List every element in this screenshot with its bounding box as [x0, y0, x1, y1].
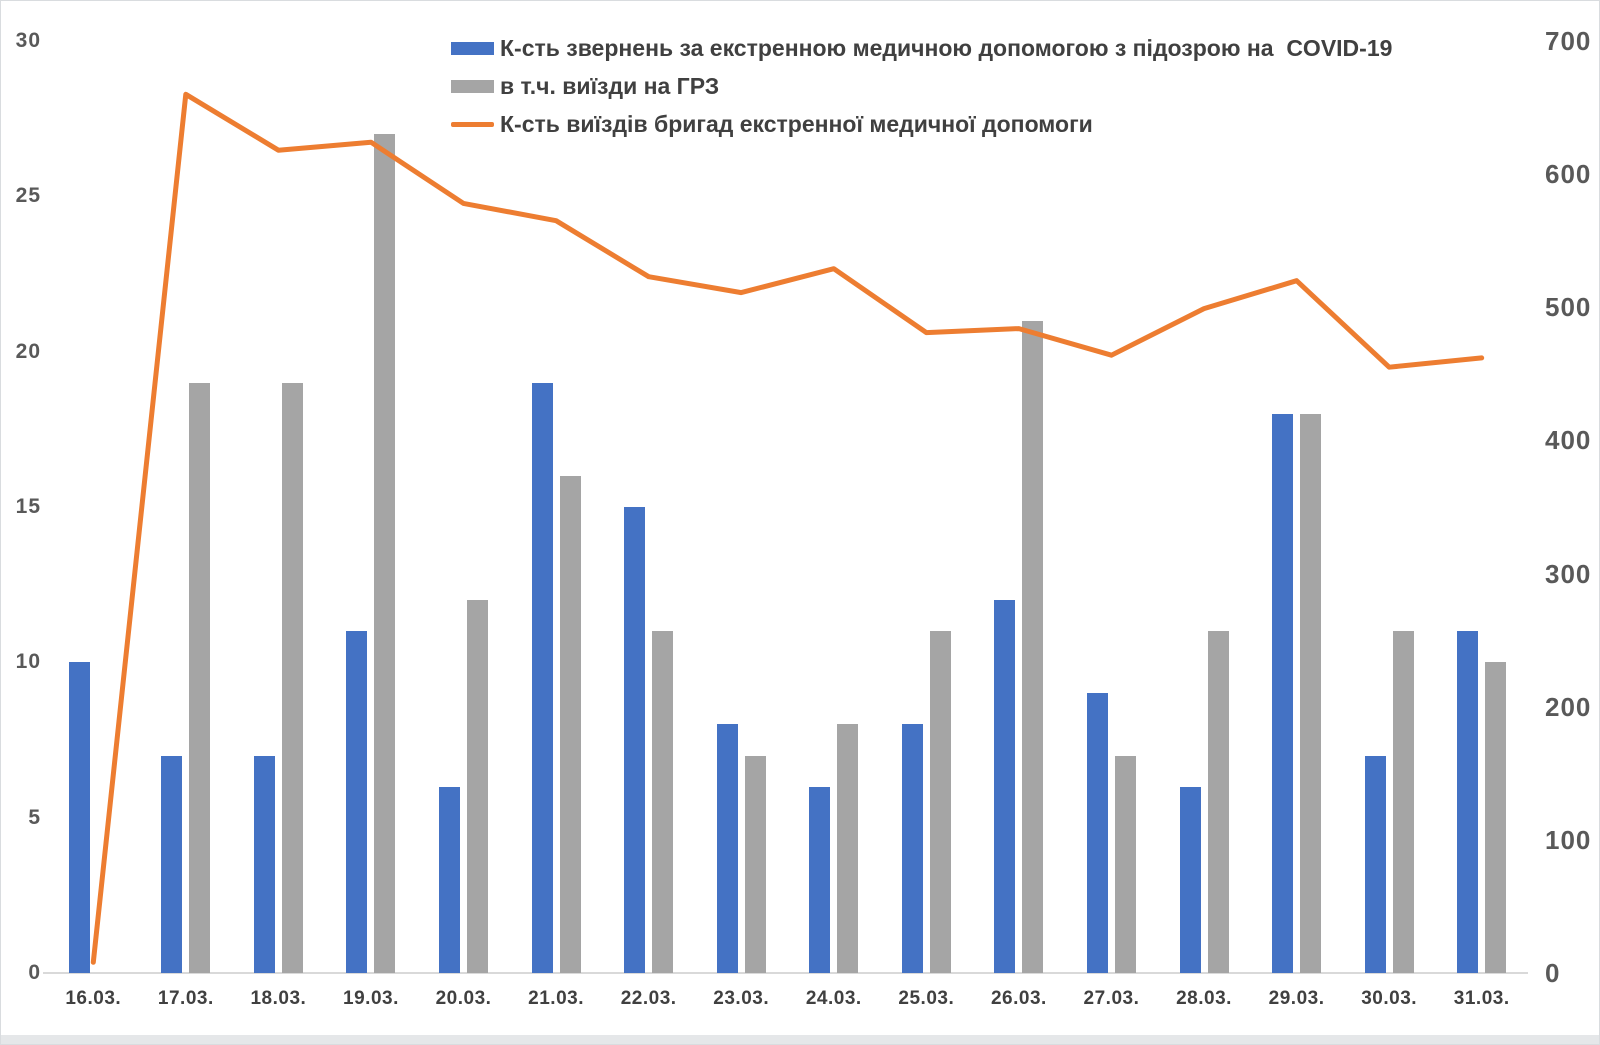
legend-label-covid-calls: К-сть звернень за екстренною медичною до…: [500, 34, 1393, 61]
x-axis-label: 22.03.: [620, 988, 677, 1009]
x-axis-label: 20.03.: [435, 988, 492, 1009]
legend-item-brigade-departures: К-сть виїздів бригад екстренної медичної…: [451, 105, 1392, 143]
right-axis-tick: 600: [1545, 159, 1592, 190]
left-axis-tick: 5: [28, 805, 41, 829]
legend-swatch-blue-bar: [451, 41, 494, 55]
legend-label-ari-visits: в т.ч. виїзди на ГРЗ: [500, 72, 720, 99]
legend-item-ari-visits: в т.ч. виїзди на ГРЗ: [451, 67, 1392, 105]
x-axis-line: [43, 972, 1528, 974]
bar-covid-calls: [1179, 786, 1201, 973]
bar-covid-calls: [809, 786, 831, 973]
right-axis-tick: 200: [1545, 691, 1592, 722]
chart-legend: К-сть звернень за екстренною медичною до…: [451, 29, 1392, 143]
left-axis-tick: 25: [15, 184, 41, 208]
bar-ari-visits: [559, 475, 581, 973]
legend-swatch-gray-bar: [451, 79, 494, 93]
bottom-strip: [1, 1035, 1599, 1044]
bar-covid-calls: [1364, 755, 1386, 973]
x-axis-label: 17.03.: [157, 988, 214, 1009]
right-axis-tick: 700: [1545, 26, 1592, 56]
bar-covid-calls: [624, 507, 646, 973]
bar-covid-calls: [994, 600, 1016, 973]
right-axis-tick: 100: [1545, 824, 1592, 855]
x-axis-label: 25.03.: [898, 988, 955, 1009]
x-axis-label: 27.03.: [1083, 988, 1140, 1009]
bar-covid-calls: [68, 662, 90, 973]
x-axis-label: 21.03.: [528, 988, 584, 1009]
bar-ari-visits: [467, 600, 489, 973]
bar-ari-visits: [1114, 755, 1136, 973]
bar-covid-calls: [716, 724, 738, 973]
bar-ari-visits: [652, 631, 674, 973]
bar-covid-calls: [253, 755, 275, 973]
bar-ari-visits: [1392, 631, 1414, 973]
bar-covid-calls: [1086, 693, 1108, 973]
left-axis-tick: 20: [15, 339, 41, 363]
right-axis-tick: 400: [1545, 425, 1592, 456]
x-axis-label: 31.03.: [1453, 988, 1510, 1009]
bar-covid-calls: [531, 382, 553, 973]
bar-covid-calls: [1272, 413, 1294, 973]
left-axis-tick: 15: [15, 495, 41, 518]
left-axis-tick: 10: [15, 650, 41, 674]
bar-ari-visits: [1485, 662, 1507, 973]
x-axis-label: 30.03.: [1361, 988, 1418, 1009]
x-axis-label: 29.03.: [1268, 988, 1325, 1009]
legend-item-covid-calls: К-сть звернень за екстренною медичною до…: [451, 29, 1392, 67]
right-axis-tick: 500: [1545, 292, 1592, 323]
bar-covid-calls: [439, 786, 461, 973]
legend-swatch-orange-line: [451, 121, 494, 127]
bar-ari-visits: [374, 134, 396, 973]
bar-covid-calls: [161, 755, 183, 973]
x-axis-label: 24.03.: [805, 988, 862, 1009]
right-axis-tick: 300: [1545, 558, 1592, 589]
bar-ari-visits: [189, 382, 211, 973]
x-axis-label: 28.03.: [1176, 988, 1232, 1009]
bar-ari-visits: [281, 382, 303, 973]
bar-covid-calls: [1457, 631, 1479, 973]
legend-label-brigade-departures: К-сть виїздів бригад екстренної медичної…: [500, 110, 1093, 137]
bar-covid-calls: [346, 631, 368, 973]
x-axis-label: 18.03.: [250, 988, 307, 1009]
x-axis-label: 16.03.: [65, 988, 122, 1009]
left-axis-tick: 0: [28, 961, 41, 984]
right-axis-tick: 0: [1545, 958, 1561, 988]
bar-ari-visits: [1207, 631, 1229, 973]
bar-ari-visits: [1300, 413, 1322, 973]
x-axis-label: 19.03.: [343, 988, 399, 1009]
bar-ari-visits: [1022, 320, 1044, 973]
bar-covid-calls: [901, 724, 923, 973]
x-axis-label: 23.03.: [713, 988, 770, 1009]
left-axis-tick: 30: [15, 29, 41, 52]
bar-ari-visits: [837, 724, 859, 973]
x-axis-label: 26.03.: [990, 988, 1047, 1009]
bar-ari-visits: [929, 631, 951, 973]
bar-ari-visits: [744, 755, 766, 973]
